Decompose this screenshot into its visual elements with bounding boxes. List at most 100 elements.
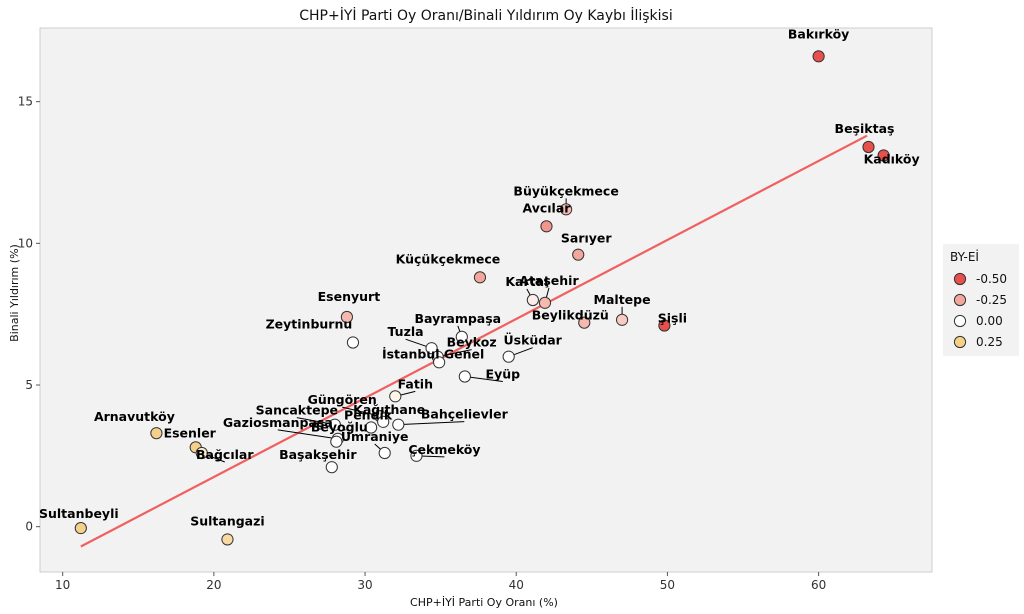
- legend-key: [953, 293, 967, 307]
- legend: BY-Eİ -0.50 -0.25 0.00 0.25: [943, 244, 1019, 356]
- data-label: Sultangazi: [190, 513, 264, 528]
- data-label: Kartal: [505, 274, 548, 289]
- label-leader: [277, 429, 338, 440]
- data-point: [526, 293, 539, 307]
- x-tick-label: 60: [811, 578, 826, 592]
- data-point: [221, 533, 234, 546]
- data-point: [877, 149, 890, 162]
- data-label: Zeytinburnu: [266, 317, 353, 332]
- data-label: Beykoz: [447, 335, 497, 350]
- data-label: Beşiktaş: [835, 121, 895, 136]
- data-point: [540, 220, 553, 233]
- label-leader: [464, 376, 503, 382]
- data-point: [392, 418, 405, 431]
- data-label: Sarıyer: [561, 231, 613, 246]
- data-label: Bahçelievler: [421, 407, 509, 422]
- data-label: Bayrampaşa: [415, 311, 502, 326]
- data-label: Gaziosmanpaşa: [223, 415, 333, 430]
- data-label: Arnavutköy: [94, 409, 175, 424]
- data-label: Bağcılar: [196, 447, 254, 462]
- data-point: [364, 421, 378, 434]
- y-tick-label: 0: [25, 520, 33, 534]
- data-point: [458, 370, 471, 383]
- data-label: Şişli: [658, 311, 687, 326]
- data-point: [615, 313, 629, 326]
- y-tick-label: 10: [18, 236, 33, 250]
- label-leader: [342, 406, 381, 417]
- data-label: Başakşehir: [279, 447, 357, 462]
- data-label: Esenyurt: [318, 289, 381, 304]
- data-point: [560, 203, 573, 216]
- y-axis: 0 5 10 15: [18, 95, 40, 534]
- data-label: Üsküdar: [503, 333, 562, 348]
- data-label: Eyüp: [486, 367, 521, 382]
- data-point: [455, 330, 468, 343]
- data-point: [328, 418, 341, 431]
- data-point: [862, 140, 875, 154]
- data-point: [330, 435, 343, 448]
- data-point: [425, 342, 438, 355]
- data-point: [378, 446, 391, 460]
- data-label: Ümraniye: [341, 429, 409, 444]
- legend-key: [953, 314, 967, 328]
- data-label: Büyükçekmece: [513, 183, 618, 198]
- data-label: İstanbul Genel: [382, 346, 484, 361]
- data-point: [473, 271, 487, 284]
- legend-key: [953, 335, 967, 349]
- x-tick-label: 30: [357, 578, 372, 592]
- data-label: Ataşehir: [519, 273, 579, 288]
- plot-panel: [39, 27, 933, 573]
- data-point: [578, 316, 591, 329]
- data-point: [812, 50, 825, 63]
- legend-label: 0.00: [976, 314, 1003, 328]
- data-point: [572, 248, 585, 261]
- legend-key: [953, 272, 967, 286]
- x-axis: 10 20 30 40 50 60: [55, 572, 826, 592]
- data-label: Avcılar: [522, 200, 571, 215]
- data-labels: Bakırköy Beşiktaş Kadıköy Büyükçekmece Avcıl…: [39, 26, 920, 528]
- x-tick-label: 20: [206, 578, 221, 592]
- label-leader: [398, 421, 465, 426]
- data-point: [538, 296, 552, 309]
- data-label: Kadıköy: [864, 152, 920, 167]
- data-label: Beyoğlu: [311, 420, 368, 435]
- data-label: Bakırköy: [788, 26, 849, 41]
- legend-label: 0.25: [976, 335, 1003, 349]
- y-axis-title: Binali Yıldırım (%): [8, 244, 21, 342]
- data-point: [433, 356, 446, 369]
- x-axis-title: CHP+İYİ Parti Oy Oranı (%): [410, 596, 558, 609]
- x-tick-label: 40: [509, 578, 524, 592]
- data-points: [74, 50, 890, 546]
- data-label: Pendik: [344, 408, 393, 423]
- data-label: Tuzla: [388, 324, 424, 339]
- data-point: [502, 350, 515, 363]
- x-tick-label: 10: [55, 578, 70, 592]
- data-label: Fatih: [398, 376, 433, 391]
- data-point: [410, 449, 423, 462]
- legend-label: -0.50: [976, 272, 1007, 286]
- legend-label: -0.25: [976, 293, 1007, 307]
- data-point: [658, 319, 671, 332]
- chart-title: CHP+İYİ Parti Oy Oranı/Binali Yıldırım O…: [299, 6, 672, 24]
- trend-line: [80, 134, 868, 548]
- data-label: Küçükçekmece: [396, 251, 501, 266]
- label-leader: [296, 417, 335, 426]
- data-point: [150, 427, 163, 440]
- data-label: Maltepe: [594, 292, 651, 307]
- x-tick-label: 50: [660, 578, 675, 592]
- y-tick-label: 5: [25, 378, 33, 392]
- data-label: Sultanbeyli: [39, 506, 119, 521]
- data-label: Esenler: [164, 425, 217, 440]
- data-point: [389, 390, 402, 403]
- data-point: [346, 336, 360, 349]
- data-point: [325, 461, 338, 474]
- data-point: [377, 415, 390, 428]
- y-tick-label: 15: [18, 95, 33, 109]
- data-point: [195, 446, 208, 460]
- data-label: Sancaktepe: [256, 403, 338, 418]
- legend-title: BY-Eİ: [950, 249, 979, 264]
- data-label: Beylikdüzü: [532, 308, 609, 323]
- data-point: [340, 310, 354, 324]
- data-label: Çekmeköy: [408, 442, 480, 457]
